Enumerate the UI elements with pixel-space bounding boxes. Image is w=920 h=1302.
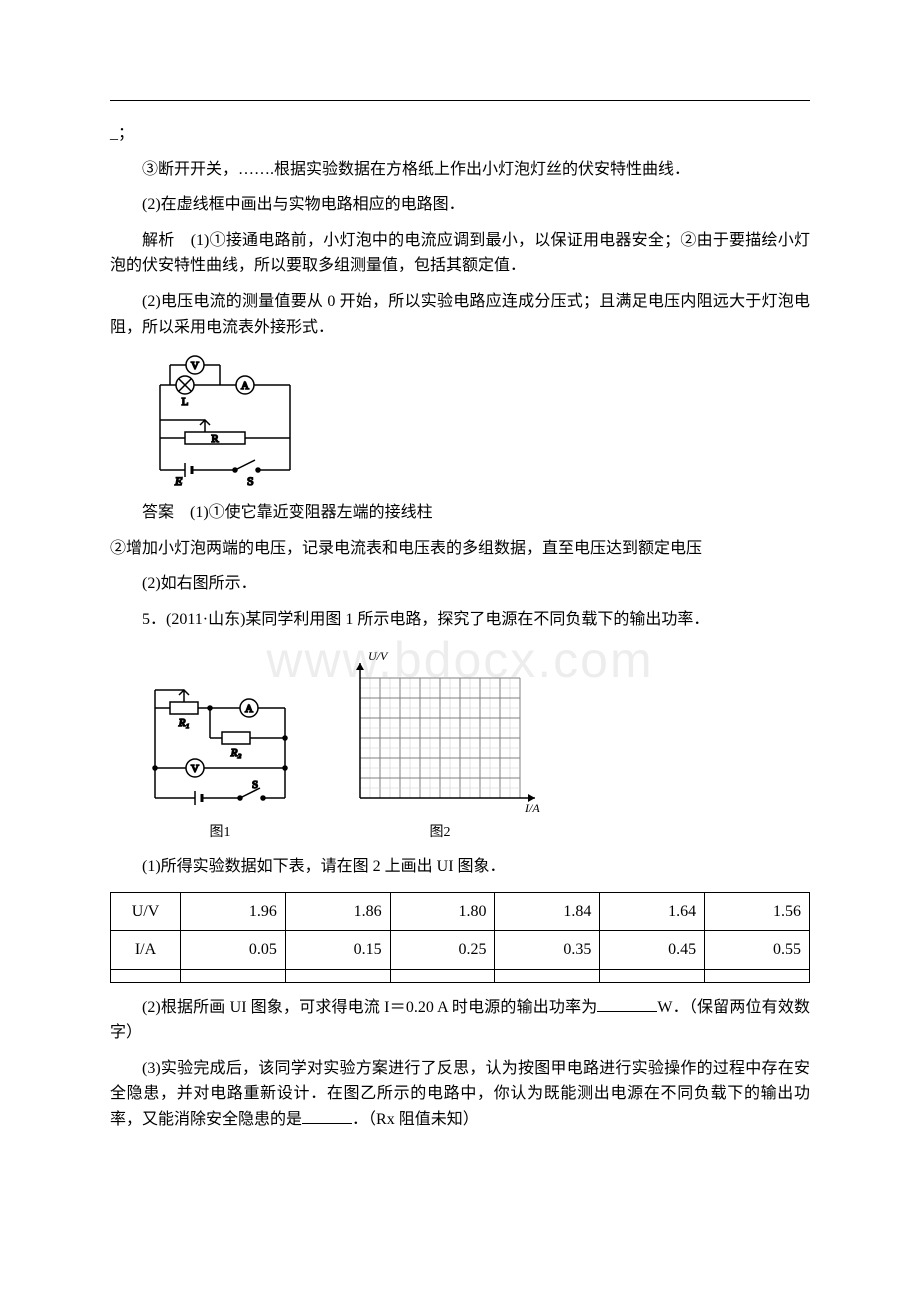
svg-text:V: V <box>191 360 199 372</box>
table-cell: 0.25 <box>390 931 495 970</box>
table-cell: 1.84 <box>495 892 600 931</box>
table-cell <box>600 969 705 982</box>
step-3: ③断开开关，…….根据实验数据在方格纸上作出小灯泡灯丝的伏安特性曲线． <box>110 157 810 183</box>
figure-1-caption: 图1 <box>140 822 300 844</box>
table-cell: 0.05 <box>181 931 286 970</box>
analysis-1: 解析 (1)①接通电路前，小灯泡中的电流应调到最小，以保证用电器安全；②由于要描… <box>110 228 810 279</box>
question-5-stem: 5．(2011·山东)某同学利用图 1 所示电路，探究了电源在不同负载下的输出功… <box>110 607 810 633</box>
svg-text:S: S <box>252 779 258 791</box>
table-cell: 0.35 <box>495 931 600 970</box>
table-cell <box>285 969 390 982</box>
svg-text:E: E <box>174 474 183 488</box>
svg-text:R₁: R₁ <box>178 717 190 729</box>
table-cell: U/V <box>111 892 181 931</box>
table-cell: 1.86 <box>285 892 390 931</box>
table-cell <box>390 969 495 982</box>
table-cell: 1.96 <box>181 892 286 931</box>
figure-row: R₁ A R₂ V <box>140 648 810 844</box>
table-cell: 1.64 <box>600 892 705 931</box>
q5-1: (1)所得实验数据如下表，请在图 2 上画出 UI 图象． <box>110 854 810 880</box>
table-cell: 1.80 <box>390 892 495 931</box>
q2-prompt: (2)在虚线框中画出与实物电路相应的电路图． <box>110 192 810 218</box>
answer-1: 答案 (1)①使它靠近变阻器左端的接线柱 <box>110 500 810 526</box>
svg-text:A: A <box>241 380 249 392</box>
table-cell: 0.45 <box>600 931 705 970</box>
answer-3: (2)如右图所示． <box>110 571 810 597</box>
table-cell <box>705 969 810 982</box>
svg-text:R₂: R₂ <box>230 747 242 759</box>
svg-text:R: R <box>211 433 219 445</box>
svg-text:A: A <box>245 703 253 715</box>
table-cell: I/A <box>111 931 181 970</box>
circuit-diagram-1: V L A R E S <box>140 350 810 490</box>
svg-text:I/A: I/A <box>524 801 540 815</box>
figure-2: U/V I/A 图2 <box>330 648 550 844</box>
blank-power <box>597 996 657 1012</box>
answer-2: ②增加小灯泡两端的电压，记录电流表和电压表的多组数据，直至电压达到额定电压 <box>110 536 810 562</box>
blank-choice <box>302 1108 352 1124</box>
svg-text:V: V <box>191 763 199 775</box>
analysis-2: (2)电压电流的测量值要从 0 开始，所以实验电路应连成分压式；且满足电压内阻远… <box>110 289 810 340</box>
table-cell <box>111 969 181 982</box>
table-cell: 1.56 <box>705 892 810 931</box>
top-rule <box>110 100 810 101</box>
svg-text:U/V: U/V <box>368 649 389 663</box>
fragment-line: _； <box>110 121 810 147</box>
q5-2: (2)根据所画 UI 图象，可求得电流 I＝0.20 A 时电源的输出功率为W．… <box>110 995 810 1046</box>
figure-2-caption: 图2 <box>330 822 550 844</box>
table-cell <box>181 969 286 982</box>
table-cell: 0.15 <box>285 931 390 970</box>
svg-text:L: L <box>182 396 189 408</box>
table-cell <box>495 969 600 982</box>
q5-3: (3)实验完成后，该同学对实验方案进行了反思，认为按图甲电路进行实验操作的过程中… <box>110 1056 810 1133</box>
table-cell: 0.55 <box>705 931 810 970</box>
figure-1: R₁ A R₂ V <box>140 678 300 844</box>
svg-text:S: S <box>247 474 254 488</box>
data-table: U/V1.961.861.801.841.641.56I/A0.050.150.… <box>110 892 810 983</box>
